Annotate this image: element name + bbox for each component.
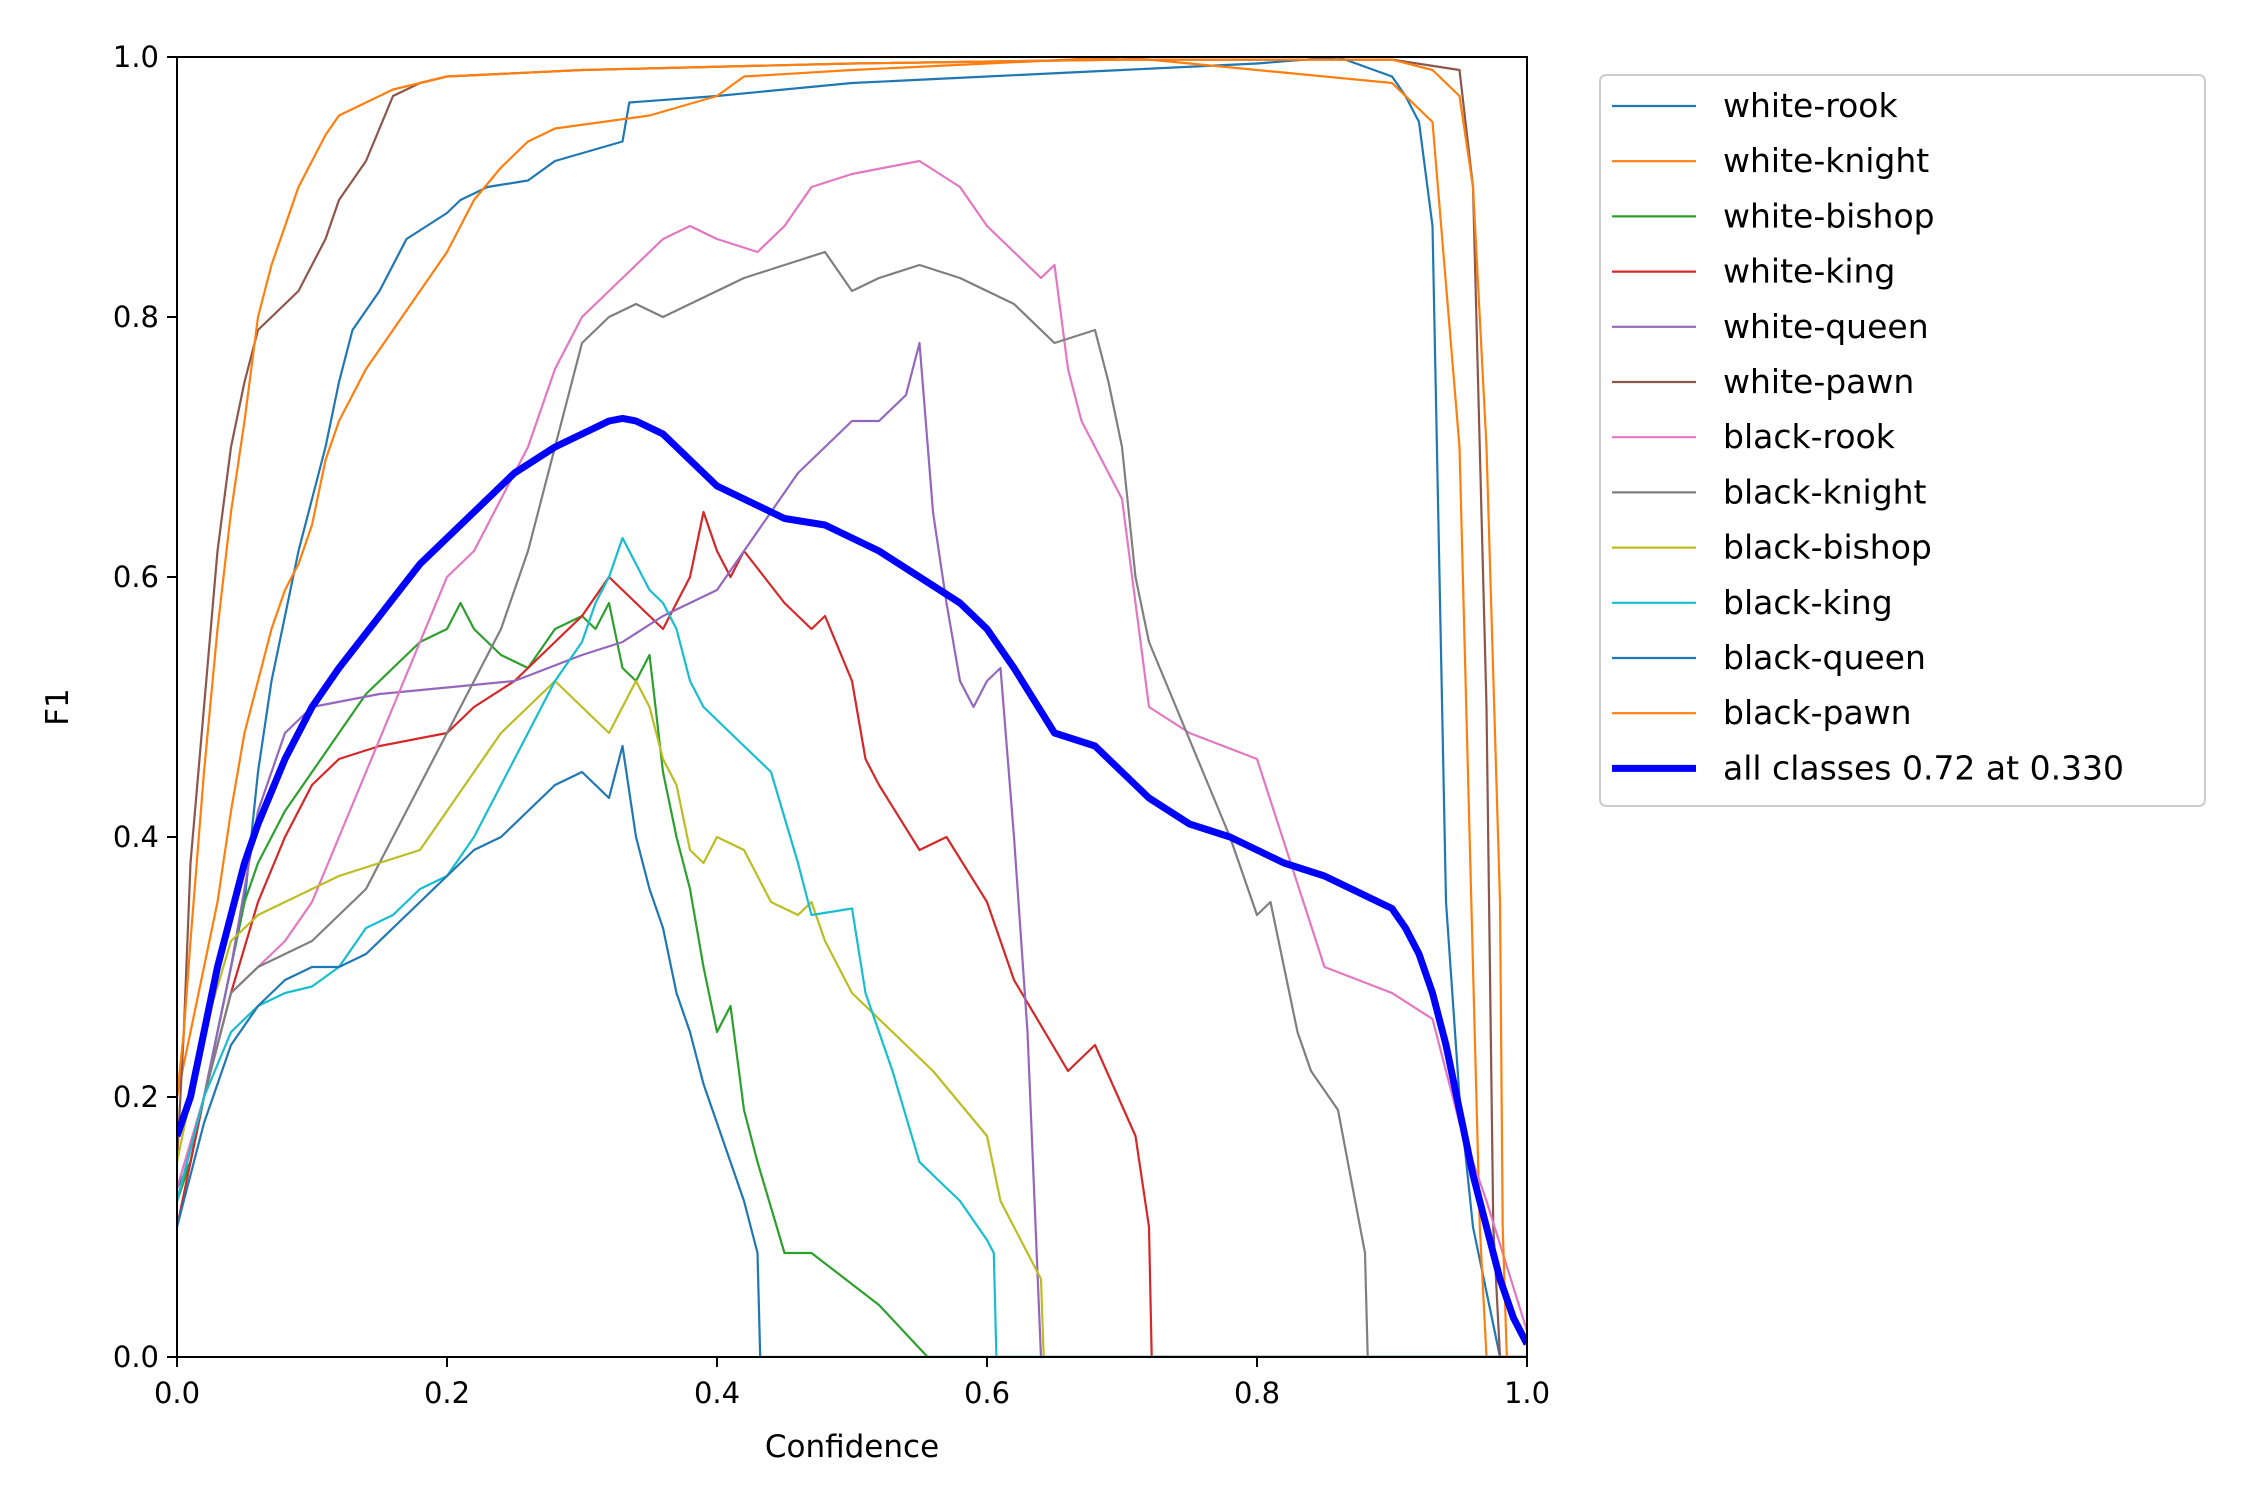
y-tick-label: 1.0 — [113, 40, 159, 74]
y-tick-label: 0.4 — [113, 820, 159, 854]
legend-entry-label: black-king — [1723, 583, 1893, 622]
series-line-black-pawn — [177, 58, 1527, 1357]
series-line-black-rook — [177, 159, 1527, 1332]
x-tick-label: 0.6 — [964, 1376, 1010, 1410]
legend-entry-label: white-king — [1723, 252, 1895, 291]
x-tick-label: 0.4 — [694, 1376, 740, 1410]
x-axis-label: Confidence — [765, 1429, 939, 1465]
series-line-black-king — [177, 536, 1527, 1357]
series-layer — [177, 57, 1527, 1357]
y-tick-label: 0.2 — [113, 1080, 159, 1114]
legend-entry-label: white-rook — [1723, 86, 1898, 125]
axis-ticks: 0.0 0.2 0.4 0.6 0.8 1.0 0.0 0.2 0.4 0.6 0.8 1.0 — [113, 40, 1550, 1410]
legend-entry-label: black-knight — [1723, 472, 1927, 511]
x-tick-label: 0.8 — [1234, 1376, 1280, 1410]
series-line-all-classes-0-72-at-0-330 — [177, 414, 1527, 1346]
x-tick-label: 0.0 — [154, 1376, 200, 1410]
legend-entry-label: black-pawn — [1723, 693, 1912, 732]
series-line-black-knight — [177, 250, 1527, 1357]
x-tick-label: 0.2 — [424, 1376, 470, 1410]
legend-entry-label: black-bishop — [1723, 528, 1932, 567]
series-line-white-bishop — [177, 601, 1527, 1357]
x-tick-label: 1.0 — [1504, 1376, 1550, 1410]
y-tick-label: 0.8 — [113, 300, 159, 334]
series-line-white-rook — [177, 57, 1527, 1357]
legend-box — [1599, 74, 2206, 807]
legend-entry-label: all classes 0.72 at 0.330 — [1723, 748, 2124, 787]
series-line-white-queen — [177, 341, 1527, 1357]
series-line-white-knight — [177, 57, 1527, 1357]
y-tick-label: 0.6 — [113, 560, 159, 594]
series-line-black-bishop — [177, 679, 1527, 1357]
legend-entry-label: white-queen — [1723, 307, 1929, 346]
series-line-black-queen — [177, 744, 1527, 1357]
plot-frame — [176, 56, 1528, 1358]
series-line-white-pawn — [177, 58, 1527, 1357]
y-axis-label: F1 — [40, 688, 76, 726]
legend-entry-label: white-knight — [1723, 141, 1929, 180]
legend-entry-label: black-rook — [1723, 417, 1896, 456]
y-tick-label: 0.0 — [113, 1340, 159, 1374]
legend-entry-label: white-bishop — [1723, 196, 1935, 235]
legend-entry-label: white-pawn — [1723, 362, 1914, 401]
legend: white-rook white-knight white-bishop white-… — [1599, 74, 2206, 807]
legend-entry-label: black-queen — [1723, 638, 1926, 677]
series-line-white-king — [177, 510, 1527, 1357]
